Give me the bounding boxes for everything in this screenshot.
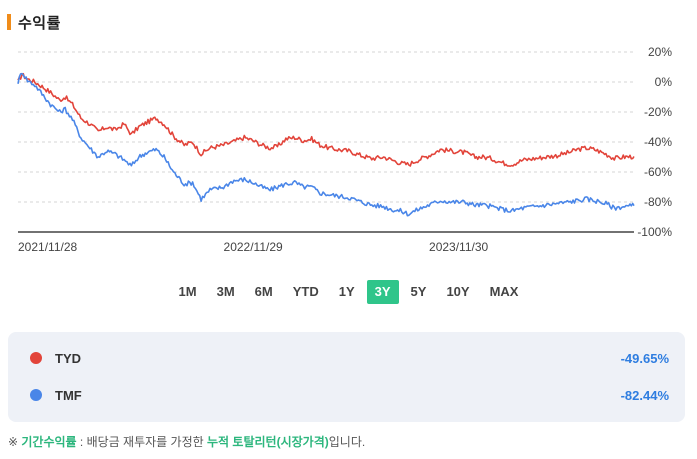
legend-row-tmf: TMF -82.44% [8, 383, 685, 407]
y-tick-label: 0% [655, 75, 673, 89]
period-selector: 1M 3M 6M YTD 1Y 3Y 5Y 10Y MAX [0, 280, 697, 304]
section-title: 수익률 [18, 14, 61, 32]
y-tick-label: -40% [644, 135, 672, 149]
period-button-3m[interactable]: 3M [209, 280, 243, 304]
y-tick-label: -80% [644, 195, 672, 209]
footnote-term-total-return: 누적 토탈리턴(시장가격) [207, 435, 329, 449]
footnote-term-period-return: 기간수익률 [21, 435, 77, 449]
chart-svg: 20% 0% -20% -40% -60% -80% -100% 2021/11/28 2022… [17, 45, 673, 254]
legend-row-tyd: TYD -49.65% [8, 346, 685, 370]
footnote-middle: : 배당금 재투자를 가정한 [76, 435, 207, 449]
legend-value-tyd: -49.65% [620, 350, 669, 366]
footnote-suffix: 입니다. [328, 435, 366, 449]
section-header: 수익률 [7, 12, 61, 32]
y-tick-label: -20% [644, 105, 672, 119]
period-button-1y[interactable]: 1Y [331, 280, 363, 304]
section-accent-bar [7, 14, 11, 30]
x-tick-label: 2022/11/29 [224, 240, 283, 254]
y-tick-label: -100% [637, 225, 672, 239]
y-tick-label: 20% [648, 45, 672, 59]
period-button-3y[interactable]: 3Y [366, 280, 399, 304]
legend-value-tmf: -82.44% [620, 387, 669, 403]
x-tick-label: 2021/11/28 [18, 240, 77, 254]
series-line-tmf [17, 72, 635, 217]
series-line-tyd [17, 72, 635, 167]
legend-name-tmf: TMF [55, 387, 82, 403]
footnote: ※ 기간수익률 : 배당금 재투자를 가정한 누적 토탈리턴(시장가격)입니다. [8, 433, 365, 450]
legend-dot-tmf [30, 389, 42, 401]
legend-panel: TYD -49.65% TMF -82.44% [8, 332, 685, 422]
period-button-10y[interactable]: 10Y [438, 280, 477, 304]
period-button-1m[interactable]: 1M [171, 280, 205, 304]
legend-name-tyd: TYD [55, 350, 81, 366]
y-tick-label: -60% [644, 165, 672, 179]
footnote-prefix: ※ [8, 435, 22, 449]
x-tick-label: 2023/11/30 [429, 240, 488, 254]
period-button-5y[interactable]: 5Y [403, 280, 435, 304]
return-chart[interactable]: 20% 0% -20% -40% -60% -80% -100% 2021/11/28 2022… [0, 40, 697, 258]
period-button-ytd[interactable]: YTD [285, 280, 327, 304]
period-button-max[interactable]: MAX [482, 280, 527, 304]
period-button-6m[interactable]: 6M [247, 280, 281, 304]
legend-dot-tyd [30, 352, 42, 364]
